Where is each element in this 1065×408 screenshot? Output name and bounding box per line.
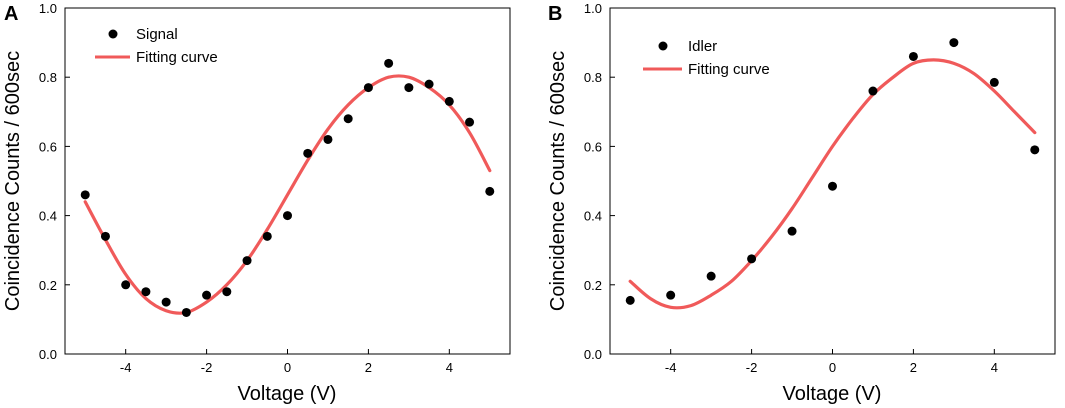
panel-a-data-point xyxy=(100,231,110,241)
panel-b-legend-marker-idler xyxy=(658,41,668,51)
panel-b-data-point xyxy=(747,254,757,264)
panel-a-data-point xyxy=(121,280,131,290)
panel-a-fitting-curve xyxy=(83,74,492,315)
panel-b-data-point xyxy=(828,181,837,191)
panel-a-data-point xyxy=(222,287,232,297)
panel-a-data-point xyxy=(444,96,454,106)
panel-a-data-point xyxy=(161,297,171,307)
panel-a-legend: Signal Fitting curve xyxy=(95,26,218,66)
panel-b-x-tick-label: -2 xyxy=(746,360,758,375)
panel-b-x-tick-label: -4 xyxy=(665,360,677,375)
panel-a-x-tick-label: -2 xyxy=(201,360,213,375)
panel-b-data-point xyxy=(625,295,635,305)
panel-a-data-point xyxy=(384,58,394,68)
panel-b-letter: B xyxy=(548,3,562,25)
panel-a-data-point xyxy=(141,287,151,297)
panel-b-legend-label-fit: Fitting curve xyxy=(688,61,770,78)
panel-a-y-axis-title: Coincidence Counts / 600sec xyxy=(2,51,24,311)
panel-a-data-point xyxy=(242,256,252,266)
panel-a-legend-label-fit: Fitting curve xyxy=(136,49,218,66)
panel-a-data-point xyxy=(404,83,414,93)
panel-b-x-axis-title: Voltage (V) xyxy=(783,383,882,405)
panel-b-series xyxy=(625,38,1040,310)
panel-b-data-point xyxy=(989,77,999,87)
panel-a-letter: A xyxy=(4,3,18,25)
panel-b-y-tick-label: 0.6 xyxy=(584,139,602,154)
panel-b-fitting-curve xyxy=(628,58,1037,310)
panel-a-data-point xyxy=(202,290,212,300)
panel-a-plot-frame xyxy=(64,7,511,355)
panel-a-x-tick-label: 2 xyxy=(365,360,372,375)
panel-a-data-point xyxy=(363,83,373,93)
panel-a-x-tick-label: 4 xyxy=(446,360,453,375)
panel-b-x-tick-label: 0 xyxy=(829,360,836,375)
panel-a-data-point xyxy=(343,114,353,124)
panel-a-y-tick-label: 0.8 xyxy=(39,70,57,85)
panel-a-series xyxy=(80,58,495,317)
panel-b-y-tick-label: 0.0 xyxy=(584,347,602,362)
panel-b-legend: Idler Fitting curve xyxy=(643,38,770,78)
panel-a-y-tick-label: 0.2 xyxy=(39,278,57,293)
panel-a-x-axis: -4 -2 0 2 4 xyxy=(120,349,453,375)
panel-b-y-tick-label: 1.0 xyxy=(584,1,602,16)
panel-b-y-axis: 0.0 0.2 0.4 0.6 0.8 1.0 xyxy=(584,1,615,362)
panel-a-y-tick-label: 0.0 xyxy=(39,347,57,362)
panel-b-x-axis: -4 -2 0 2 4 xyxy=(665,349,998,375)
panel-b-data-point xyxy=(868,86,878,96)
panel-a-data-point xyxy=(465,117,475,127)
panel-b-data-point xyxy=(1030,145,1040,155)
panel-a-data-point xyxy=(283,211,292,221)
panel-a-x-tick-label: 0 xyxy=(284,360,291,375)
panel-a: A 0.0 0.2 0.4 0.6 0.8 1.0 -4 -2 0 2 4 Voltage (V)… xyxy=(2,1,511,405)
panel-a-data-point xyxy=(80,190,90,200)
panel-b: B 0.0 0.2 0.4 0.6 0.8 1.0 -4 -2 0 2 4 Voltage (V)… xyxy=(547,1,1056,405)
panel-a-x-tick-label: -4 xyxy=(120,360,132,375)
panel-b-data-point xyxy=(949,38,959,48)
panel-a-x-axis-title: Voltage (V) xyxy=(238,383,337,405)
panel-a-data-point xyxy=(262,231,272,241)
panel-a-data-point xyxy=(303,148,313,158)
panel-b-plot-frame xyxy=(609,7,1056,355)
panel-b-legend-label-idler: Idler xyxy=(688,38,717,55)
panel-b-y-axis-title: Coincidence Counts / 600sec xyxy=(547,51,569,311)
panel-a-data-point xyxy=(323,134,333,144)
panel-b-data-point xyxy=(908,51,918,61)
panel-b-x-tick-label: 4 xyxy=(991,360,998,375)
panel-b-data-point xyxy=(666,290,676,300)
panel-b-y-tick-label: 0.8 xyxy=(584,70,602,85)
panel-a-data-point xyxy=(424,79,434,89)
panel-a-y-tick-label: 0.4 xyxy=(39,209,57,224)
panel-b-data-point xyxy=(787,226,797,236)
panel-a-y-tick-label: 0.6 xyxy=(39,139,57,154)
panel-b-x-tick-label: 2 xyxy=(910,360,917,375)
panel-b-data-point xyxy=(706,271,716,281)
panel-b-y-tick-label: 0.2 xyxy=(584,278,602,293)
panel-a-y-tick-label: 1.0 xyxy=(39,1,57,16)
panel-b-y-tick-label: 0.4 xyxy=(584,209,602,224)
panel-a-data-point xyxy=(485,186,495,196)
panel-a-data-point xyxy=(181,307,191,317)
panel-a-y-axis: 0.0 0.2 0.4 0.6 0.8 1.0 xyxy=(39,1,70,362)
panel-a-legend-marker-signal xyxy=(108,29,118,39)
panel-a-legend-label-signal: Signal xyxy=(136,26,178,43)
